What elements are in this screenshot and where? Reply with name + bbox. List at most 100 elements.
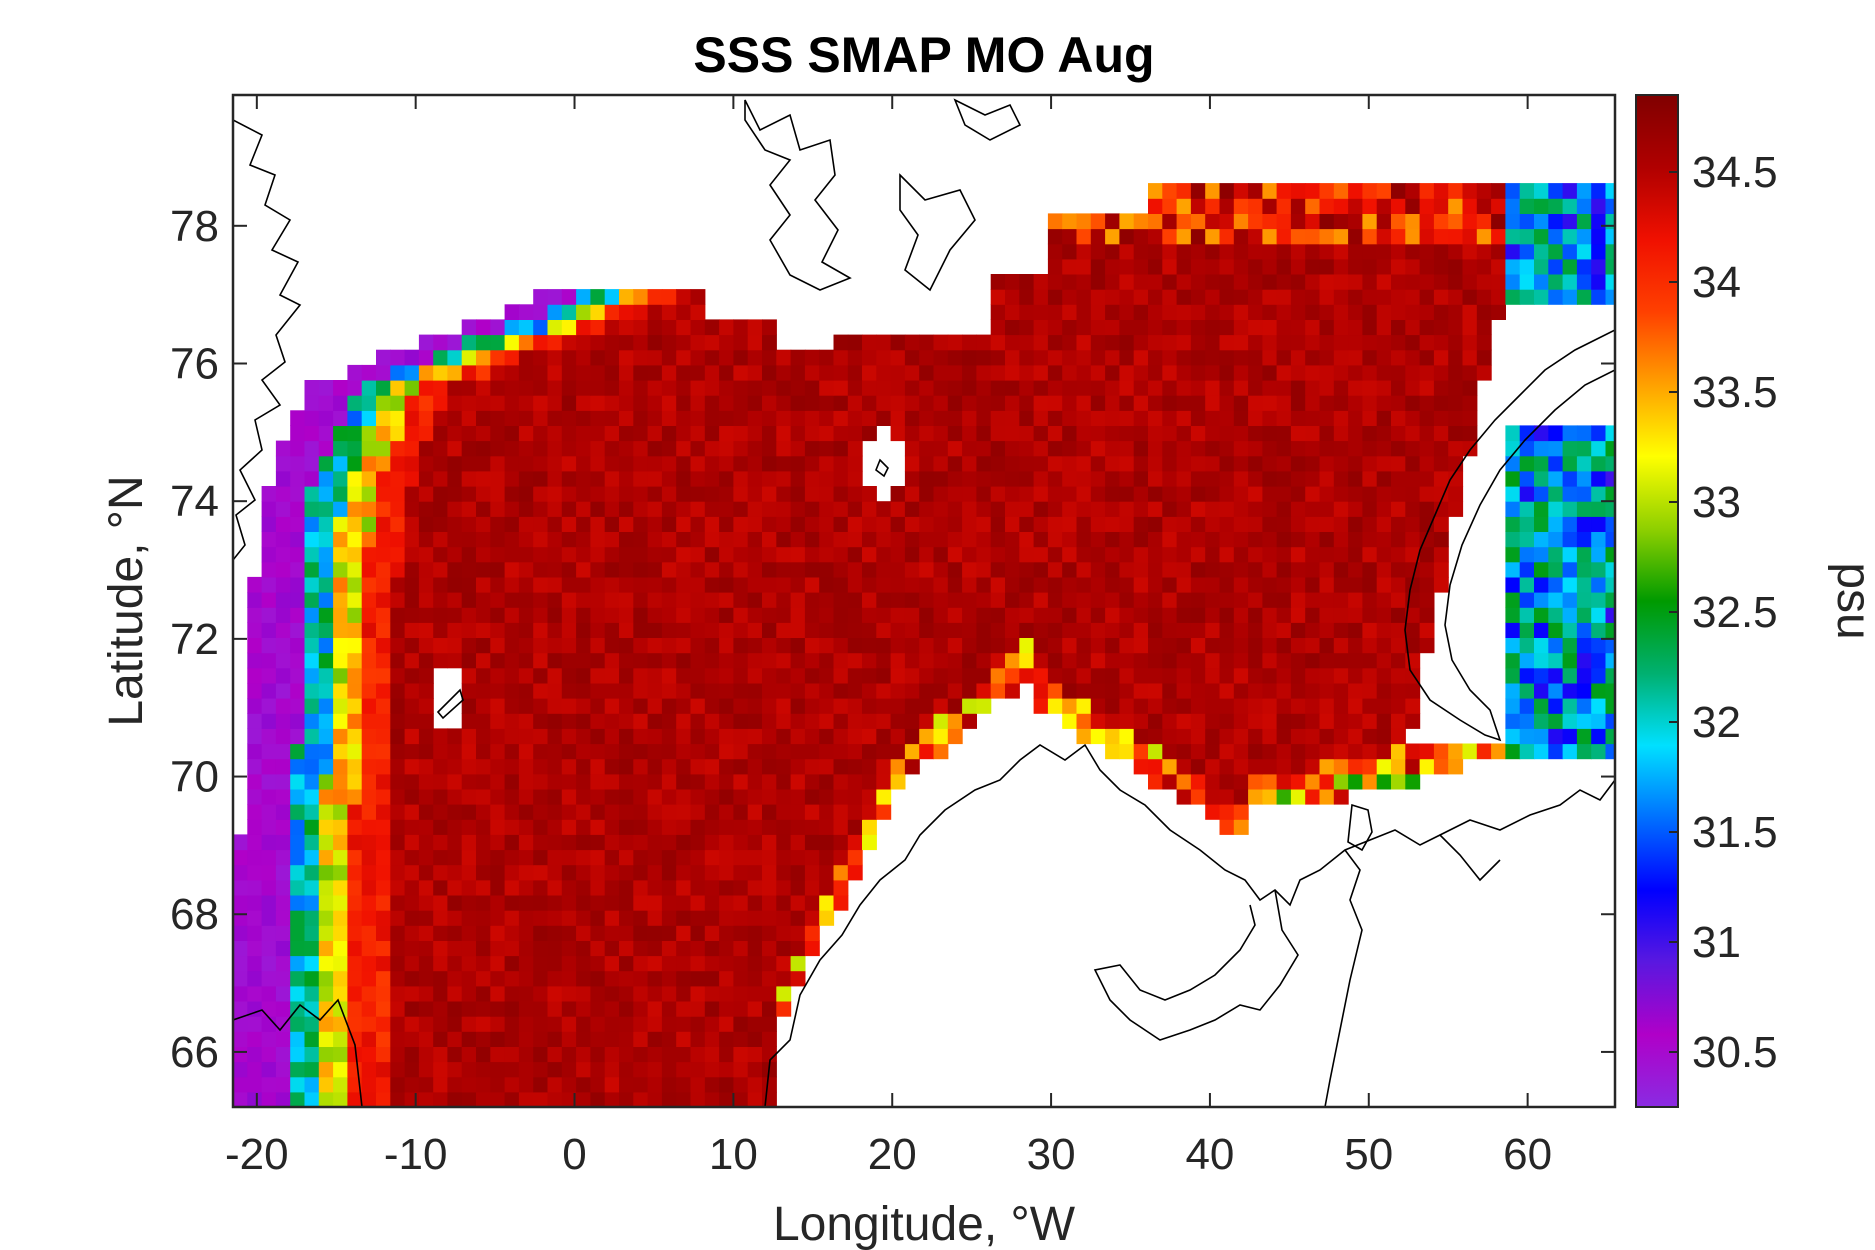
plot-frame	[231, 93, 1617, 1109]
salinity-cell	[819, 773, 835, 790]
salinity-cell	[533, 652, 549, 669]
salinity-cell	[390, 652, 406, 669]
salinity-cell	[1190, 561, 1206, 578]
salinity-cell	[361, 531, 377, 548]
salinity-cell	[633, 834, 649, 851]
salinity-cell	[719, 773, 734, 790]
salinity-cell	[1591, 289, 1607, 305]
salinity-cell	[547, 592, 563, 608]
salinity-cell	[1405, 258, 1421, 275]
salinity-cell	[1348, 607, 1363, 623]
salinity-cell	[404, 804, 420, 820]
salinity-cell	[1333, 516, 1349, 532]
salinity-cell	[676, 773, 692, 790]
salinity-cell	[504, 319, 520, 336]
salinity-cell	[304, 879, 320, 896]
salinity-cell	[819, 440, 835, 457]
salinity-cell	[1033, 501, 1049, 517]
salinity-cell	[290, 879, 306, 896]
salinity-cell	[390, 1001, 406, 1017]
salinity-cell	[361, 1076, 377, 1093]
salinity-cell	[633, 1061, 649, 1078]
salinity-cell	[1376, 592, 1392, 608]
salinity-cell	[547, 758, 563, 775]
salinity-cell	[518, 455, 534, 472]
salinity-cell	[1219, 410, 1235, 426]
salinity-cell	[676, 592, 692, 608]
salinity-cell	[1391, 319, 1406, 336]
salinity-cell	[633, 410, 649, 426]
salinity-cell	[1534, 546, 1549, 563]
salinity-cell	[504, 592, 520, 608]
salinity-cell	[1591, 486, 1607, 502]
salinity-cell	[833, 576, 849, 593]
salinity-cell	[518, 713, 534, 729]
salinity-cell	[418, 380, 434, 396]
salinity-cell	[290, 940, 306, 957]
salinity-cell	[1505, 274, 1521, 290]
salinity-cell	[433, 516, 449, 532]
salinity-cell	[676, 985, 692, 1002]
salinity-cell	[1090, 576, 1106, 593]
salinity-cell	[233, 985, 248, 1002]
salinity-cell	[619, 410, 634, 426]
salinity-cell	[704, 743, 720, 760]
salinity-cell	[561, 592, 577, 608]
salinity-cell	[290, 895, 306, 911]
salinity-cell	[290, 773, 306, 790]
salinity-cell	[933, 561, 949, 578]
salinity-cell	[1205, 773, 1221, 790]
salinity-cell	[1276, 486, 1292, 502]
salinity-cell	[1290, 258, 1306, 275]
salinity-cell	[318, 470, 334, 487]
salinity-cell	[275, 1091, 291, 1107]
salinity-cell	[676, 470, 692, 487]
salinity-cell	[990, 334, 1006, 351]
salinity-cell	[1576, 667, 1592, 684]
salinity-cell	[433, 455, 449, 472]
salinity-cell	[490, 395, 506, 411]
salinity-cell	[490, 425, 506, 442]
salinity-cell	[1062, 516, 1078, 532]
salinity-cell	[333, 1031, 348, 1047]
salinity-cell	[762, 1031, 777, 1047]
salinity-cell	[676, 879, 692, 896]
salinity-cell	[690, 713, 706, 729]
salinity-cell	[1562, 622, 1578, 638]
salinity-cell	[1476, 183, 1492, 199]
salinity-cell	[233, 940, 248, 957]
salinity-cell	[647, 698, 663, 714]
salinity-cell	[1319, 183, 1335, 199]
salinity-cell	[1105, 486, 1120, 502]
salinity-cell	[633, 698, 649, 714]
salinity-cell	[919, 682, 935, 699]
salinity-cell	[1062, 667, 1078, 684]
salinity-cell	[1548, 289, 1564, 305]
salinity-cell	[361, 834, 377, 851]
salinity-cell	[561, 834, 577, 851]
salinity-cell	[1219, 228, 1235, 245]
salinity-cell	[962, 410, 977, 426]
salinity-cell	[318, 910, 334, 926]
salinity-cell	[1519, 622, 1535, 638]
salinity-cell	[690, 592, 706, 608]
salinity-cell	[1405, 395, 1421, 411]
salinity-cell	[561, 486, 577, 502]
salinity-cell	[390, 1091, 406, 1107]
salinity-cell	[1376, 576, 1392, 593]
salinity-cell	[504, 1091, 520, 1107]
salinity-cell	[518, 395, 534, 411]
salinity-cell	[275, 804, 291, 820]
salinity-cell	[1262, 183, 1278, 199]
salinity-cell	[1262, 531, 1278, 548]
salinity-cell	[1005, 576, 1020, 593]
salinity-cell	[547, 1046, 563, 1063]
salinity-cell	[333, 425, 348, 442]
salinity-cell	[1262, 364, 1278, 381]
salinity-cell	[733, 698, 749, 714]
salinity-cell	[1290, 592, 1306, 608]
salinity-cell	[1476, 243, 1492, 260]
salinity-cell	[318, 622, 334, 638]
salinity-cell	[819, 516, 835, 532]
